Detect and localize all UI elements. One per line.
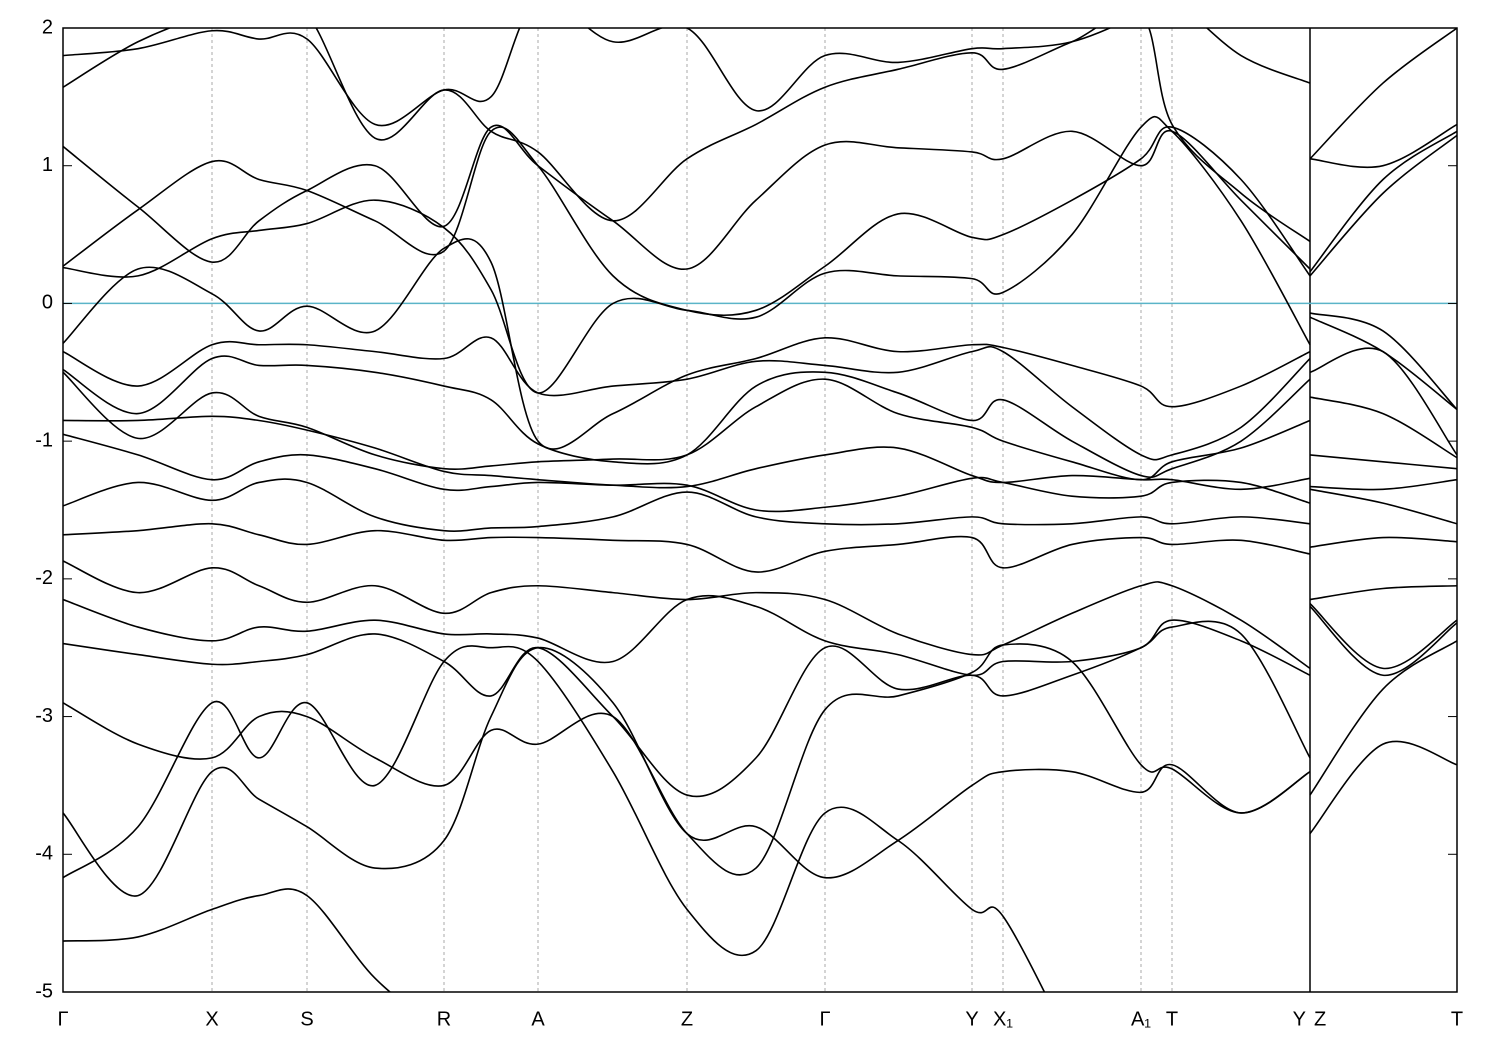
y-tick-label: -1: [35, 429, 53, 451]
band-line: [63, 28, 1457, 243]
plot-frame: [62, 27, 1458, 993]
band-line: [63, 124, 1457, 273]
x-tick-label: T: [1451, 1008, 1463, 1030]
band-line: [63, 371, 1457, 481]
band-line: [63, 643, 1457, 876]
y-tick-label: 0: [42, 292, 53, 314]
y-tick-label: 1: [42, 154, 53, 176]
band-line: [63, 522, 1457, 601]
band-line: [63, 620, 1457, 798]
band-line: [63, 415, 1457, 491]
band-line: [63, 126, 1457, 317]
x-tick-label: A: [531, 1008, 545, 1030]
y-tick-label: 2: [42, 16, 53, 38]
x-tick-label: Y: [965, 1008, 978, 1030]
x-tick-label: R: [437, 1008, 451, 1030]
x-tick-label: Γ: [819, 1008, 830, 1030]
grid: [63, 28, 1457, 992]
x-tick-label: X: [205, 1008, 218, 1030]
band-line: [63, 646, 1311, 897]
x-tick-label: S: [300, 1008, 313, 1030]
band-line: [63, 594, 1457, 677]
y-tick-label: -2: [35, 567, 53, 589]
band-line: [63, 115, 1457, 411]
band-line: [63, 560, 1457, 670]
y-tick-label: -3: [35, 705, 53, 727]
x-tick-label: Γ: [57, 1008, 68, 1030]
x-tick-label: Z: [681, 1008, 693, 1030]
band-line: [63, 28, 1457, 160]
x-tick-label: T: [1166, 1008, 1178, 1030]
x-tick-label: A₁: [1131, 1008, 1151, 1030]
bands: [63, 28, 1457, 992]
x-tick-label: Z: [1314, 1008, 1326, 1030]
band-line: [63, 478, 1457, 548]
band-line: [63, 888, 392, 992]
y-tick-label: -5: [35, 980, 53, 1002]
band-line: [63, 433, 1457, 525]
x-tick-label: Y: [1293, 1008, 1306, 1030]
y-tick-label: -4: [35, 843, 53, 865]
band-line: [63, 336, 1457, 461]
x-tick-label: X₁: [993, 1008, 1013, 1030]
